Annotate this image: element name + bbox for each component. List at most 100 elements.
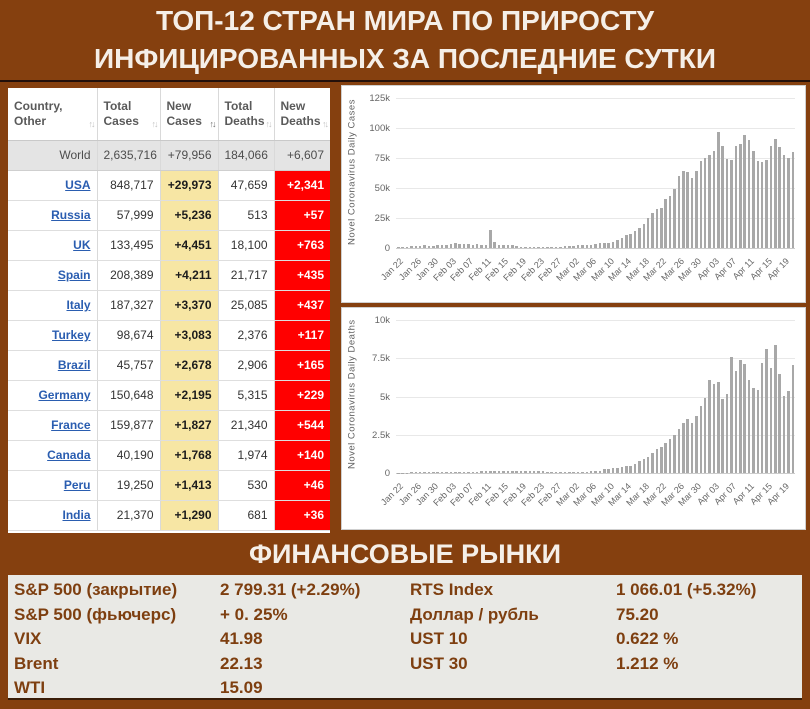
bar xyxy=(462,471,466,473)
bar xyxy=(616,467,619,473)
country-cell: UK xyxy=(8,230,98,261)
country-link[interactable]: Russia xyxy=(51,208,91,222)
daily-cases-chart: Novel Coronavirus Daily Cases Jan 22 Jan … xyxy=(341,85,806,303)
bar xyxy=(489,229,492,248)
bar xyxy=(769,368,773,473)
bar xyxy=(655,208,659,248)
new-deaths-cell: +435 xyxy=(274,260,330,291)
new-deaths-cell: +165 xyxy=(274,350,330,381)
total-cases-cell: 187,327 xyxy=(97,290,161,321)
country-link[interactable]: Turkey xyxy=(52,328,91,342)
country-cell: Spain xyxy=(8,260,98,291)
bar xyxy=(445,244,448,248)
bar xyxy=(756,161,760,248)
table-row: Russia 57,999 +5,236 513 +57 xyxy=(8,200,330,231)
sort-icon[interactable]: ↑↓ xyxy=(265,118,273,129)
bar xyxy=(453,472,457,473)
total-deaths-cell: 21,340 xyxy=(218,410,275,441)
bar xyxy=(589,471,593,473)
country-link[interactable]: Spain xyxy=(57,268,91,282)
country-link[interactable]: Brazil xyxy=(57,358,91,372)
country-label: World xyxy=(59,148,91,162)
bar xyxy=(774,345,777,473)
bar xyxy=(721,145,725,248)
bar xyxy=(668,438,672,473)
bar xyxy=(699,160,703,248)
bar xyxy=(774,139,777,248)
bar xyxy=(638,228,641,248)
financial-section-title: ФИНАНСОВЫЕ РЫНКИ xyxy=(248,539,562,569)
column-header-deaths[interactable]: New Deaths ↑↓ xyxy=(274,88,330,141)
gridline xyxy=(396,158,795,159)
sort-icon[interactable]: ↑↓ xyxy=(88,118,96,129)
daily-deaths-plot-area: Jan 22 Jan 26 Jan 30 Feb 03 Feb 07 Feb 11 Feb … xyxy=(379,320,795,508)
bar xyxy=(585,471,589,473)
country-link[interactable]: USA xyxy=(65,178,91,192)
bar xyxy=(743,134,746,248)
table-row: UK 133,495 +4,451 18,100 +763 xyxy=(8,230,330,261)
country-link[interactable]: France xyxy=(51,418,91,432)
column-header-other[interactable]: Country, Other ↑↓ xyxy=(8,88,98,141)
bar xyxy=(681,170,685,248)
sort-icon[interactable]: ↑↓ xyxy=(209,118,217,129)
column-header-deaths[interactable]: Total Deaths ↑↓ xyxy=(218,88,275,141)
financial-label: RTS Index xyxy=(410,580,494,600)
new-deaths-cell: +2,341 xyxy=(274,170,330,201)
bar xyxy=(401,247,404,248)
bar xyxy=(414,246,418,248)
y-tick-label: 25k xyxy=(374,213,390,224)
sort-icon[interactable]: ↑↓ xyxy=(151,118,159,129)
financial-label: Brent xyxy=(14,653,59,673)
column-header-cases[interactable]: New Cases ↑↓ xyxy=(160,88,219,141)
bar xyxy=(524,471,527,473)
bar xyxy=(673,434,676,473)
bar xyxy=(629,465,632,473)
bar xyxy=(787,158,790,248)
column-header-cases[interactable]: Total Cases ↑↓ xyxy=(97,88,161,141)
bar xyxy=(414,472,418,473)
country-link[interactable]: Germany xyxy=(38,388,91,402)
bar xyxy=(752,388,755,473)
bar xyxy=(769,145,773,248)
new-deaths-cell: +36 xyxy=(274,500,330,531)
country-link[interactable]: Peru xyxy=(63,478,91,492)
bar xyxy=(717,381,720,473)
bar xyxy=(576,471,580,473)
country-link[interactable]: Italy xyxy=(66,298,91,312)
bar xyxy=(480,471,483,473)
total-cases-cell: 150,648 xyxy=(97,380,161,411)
bar xyxy=(436,472,440,473)
bar xyxy=(712,151,716,248)
bar xyxy=(410,245,413,248)
bar xyxy=(471,244,475,248)
bar xyxy=(519,247,523,248)
bar xyxy=(690,423,694,473)
bar xyxy=(515,245,518,248)
bar xyxy=(660,447,663,473)
bar xyxy=(611,241,615,248)
daily-deaths-chart: Novel Coronavirus Daily Deaths Jan 22 Jan… xyxy=(341,307,806,530)
bar xyxy=(449,244,453,248)
bar xyxy=(620,238,624,248)
y-tick-label: 0 xyxy=(384,468,390,479)
country-cell: India xyxy=(8,500,98,531)
country-link[interactable]: UK xyxy=(73,238,91,252)
bar xyxy=(708,154,711,248)
bar xyxy=(458,243,461,248)
country-link[interactable]: India xyxy=(62,508,91,522)
bar xyxy=(660,208,663,248)
bar xyxy=(410,472,413,473)
total-deaths-cell: 1,974 xyxy=(218,440,275,471)
bar xyxy=(502,245,505,248)
bar xyxy=(760,362,764,473)
bar xyxy=(734,146,738,248)
bar xyxy=(747,140,751,248)
country-link[interactable]: Canada xyxy=(47,448,91,462)
new-deaths-cell: +140 xyxy=(274,440,330,471)
new-deaths-cell: +763 xyxy=(274,230,330,261)
bar xyxy=(467,471,470,473)
financial-column-left: S&P 500 (закрытие) 2 799.31 (+2.29%) S&P 5… xyxy=(12,578,404,701)
bar xyxy=(493,471,497,473)
sort-icon[interactable]: ↑↓ xyxy=(322,118,329,129)
total-deaths-cell: 530 xyxy=(218,470,275,501)
